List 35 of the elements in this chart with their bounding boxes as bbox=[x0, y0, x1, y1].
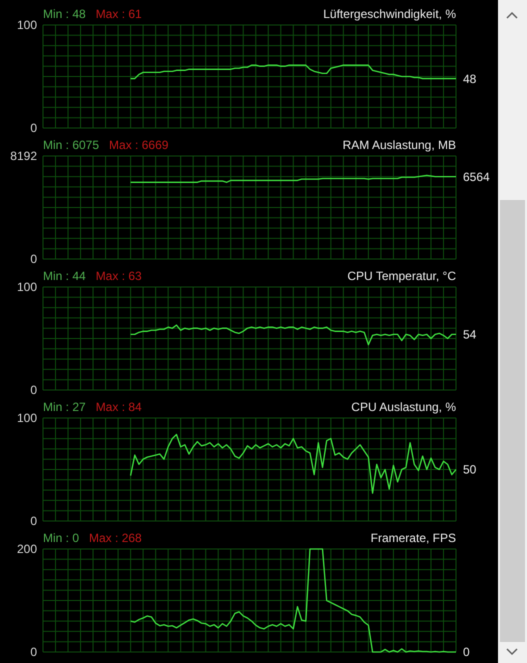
y-tick-label: 100 bbox=[16, 18, 38, 32]
chart-title: CPU Temperatur, °C bbox=[347, 269, 456, 283]
chart-title: Framerate, FPS bbox=[370, 531, 456, 545]
chart-title: Lüftergeschwindigkeit, % bbox=[323, 7, 456, 21]
text: 54 bbox=[463, 328, 477, 342]
text: Max : 84 bbox=[96, 400, 142, 414]
text: 50 bbox=[463, 462, 477, 477]
line-series bbox=[130, 174, 457, 183]
text: Max : 268 bbox=[89, 531, 142, 545]
text: Min : 6075 bbox=[43, 138, 100, 152]
text: Max : 61 bbox=[96, 7, 142, 21]
text: 48 bbox=[463, 72, 477, 86]
chart-title: RAM Auslastung, MB bbox=[342, 138, 456, 152]
line-series bbox=[130, 434, 457, 494]
text: Max : 6669 bbox=[109, 138, 169, 152]
text: Min : 0 bbox=[43, 531, 80, 545]
y-tick-label: 0 bbox=[30, 252, 38, 266]
text: Min : 44 bbox=[43, 269, 86, 283]
line-series bbox=[130, 64, 457, 80]
y-tick-label: 0 bbox=[30, 644, 38, 659]
y-tick-label: 0 bbox=[30, 120, 38, 135]
text: Max : 63 bbox=[96, 269, 142, 283]
y-tick-label: 0 bbox=[30, 514, 38, 528]
line-series bbox=[130, 324, 457, 346]
y-tick-label: 100 bbox=[16, 410, 38, 425]
text: 0 bbox=[463, 645, 470, 660]
y-tick-label: 0 bbox=[30, 382, 38, 397]
y-tick-label: 200 bbox=[16, 542, 38, 556]
y-tick-label: 100 bbox=[16, 280, 38, 294]
line-series bbox=[130, 548, 457, 653]
text: Min : 48 bbox=[43, 7, 86, 21]
chart-title: CPU Auslastung, % bbox=[351, 400, 456, 414]
text: Min : 27 bbox=[43, 400, 86, 414]
text: 6564 bbox=[463, 170, 490, 184]
y-tick-label: 8192 bbox=[10, 148, 38, 163]
